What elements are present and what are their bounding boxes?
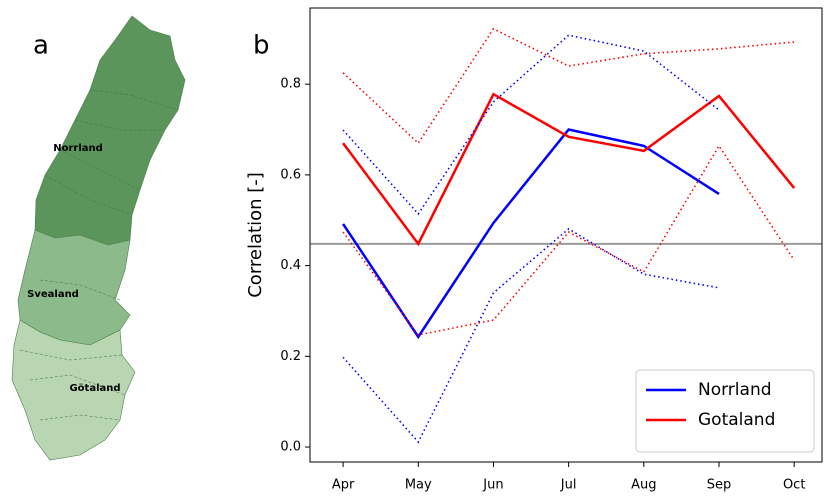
legend-label: Norrland xyxy=(698,380,772,400)
x-tick-label: Jun xyxy=(482,478,503,493)
series-line xyxy=(342,92,796,247)
x-tick-label: Sep xyxy=(707,478,732,493)
norrland-region xyxy=(34,15,186,246)
map: a Norrland Svealand Götaland xyxy=(11,15,186,461)
band-line xyxy=(342,144,795,336)
y-axis-label: Correlation [-] xyxy=(245,172,266,298)
band-line xyxy=(342,34,720,216)
legend-label: Gotaland xyxy=(698,410,775,430)
region-label: Norrland xyxy=(53,143,103,154)
x-tick-label: May xyxy=(405,478,432,493)
band-line xyxy=(342,27,795,145)
y-tick-label: 0.6 xyxy=(280,167,301,182)
region-label: Götaland xyxy=(69,383,120,394)
svealand-region xyxy=(17,229,131,346)
y-tick-label: 0.8 xyxy=(280,77,301,92)
plot: 0.0 0.2 0.4 0.6 0.8 Apr May Jun Jul Aug Sep Oct Norr… xyxy=(280,7,823,493)
y-tick-label: 0.4 xyxy=(280,258,301,273)
y-tick-label: 0.2 xyxy=(280,349,301,364)
x-tick-label: Oct xyxy=(783,478,805,493)
panel-label: a xyxy=(33,31,49,61)
x-tick-label: Jul xyxy=(560,478,577,493)
region-label: Svealand xyxy=(27,289,79,300)
band-line xyxy=(342,227,720,444)
series-line xyxy=(342,128,720,340)
x-tick-label: Apr xyxy=(332,478,355,493)
county-borders xyxy=(19,89,179,421)
y-tick-label: 0.0 xyxy=(280,440,301,455)
panel-label: b xyxy=(253,31,270,61)
plot-frame xyxy=(309,7,823,463)
x-tick-label: Aug xyxy=(631,478,656,493)
